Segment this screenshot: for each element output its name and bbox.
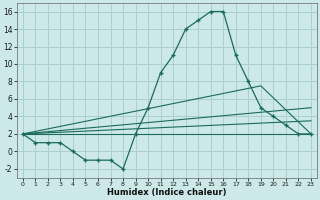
- X-axis label: Humidex (Indice chaleur): Humidex (Indice chaleur): [107, 188, 227, 197]
